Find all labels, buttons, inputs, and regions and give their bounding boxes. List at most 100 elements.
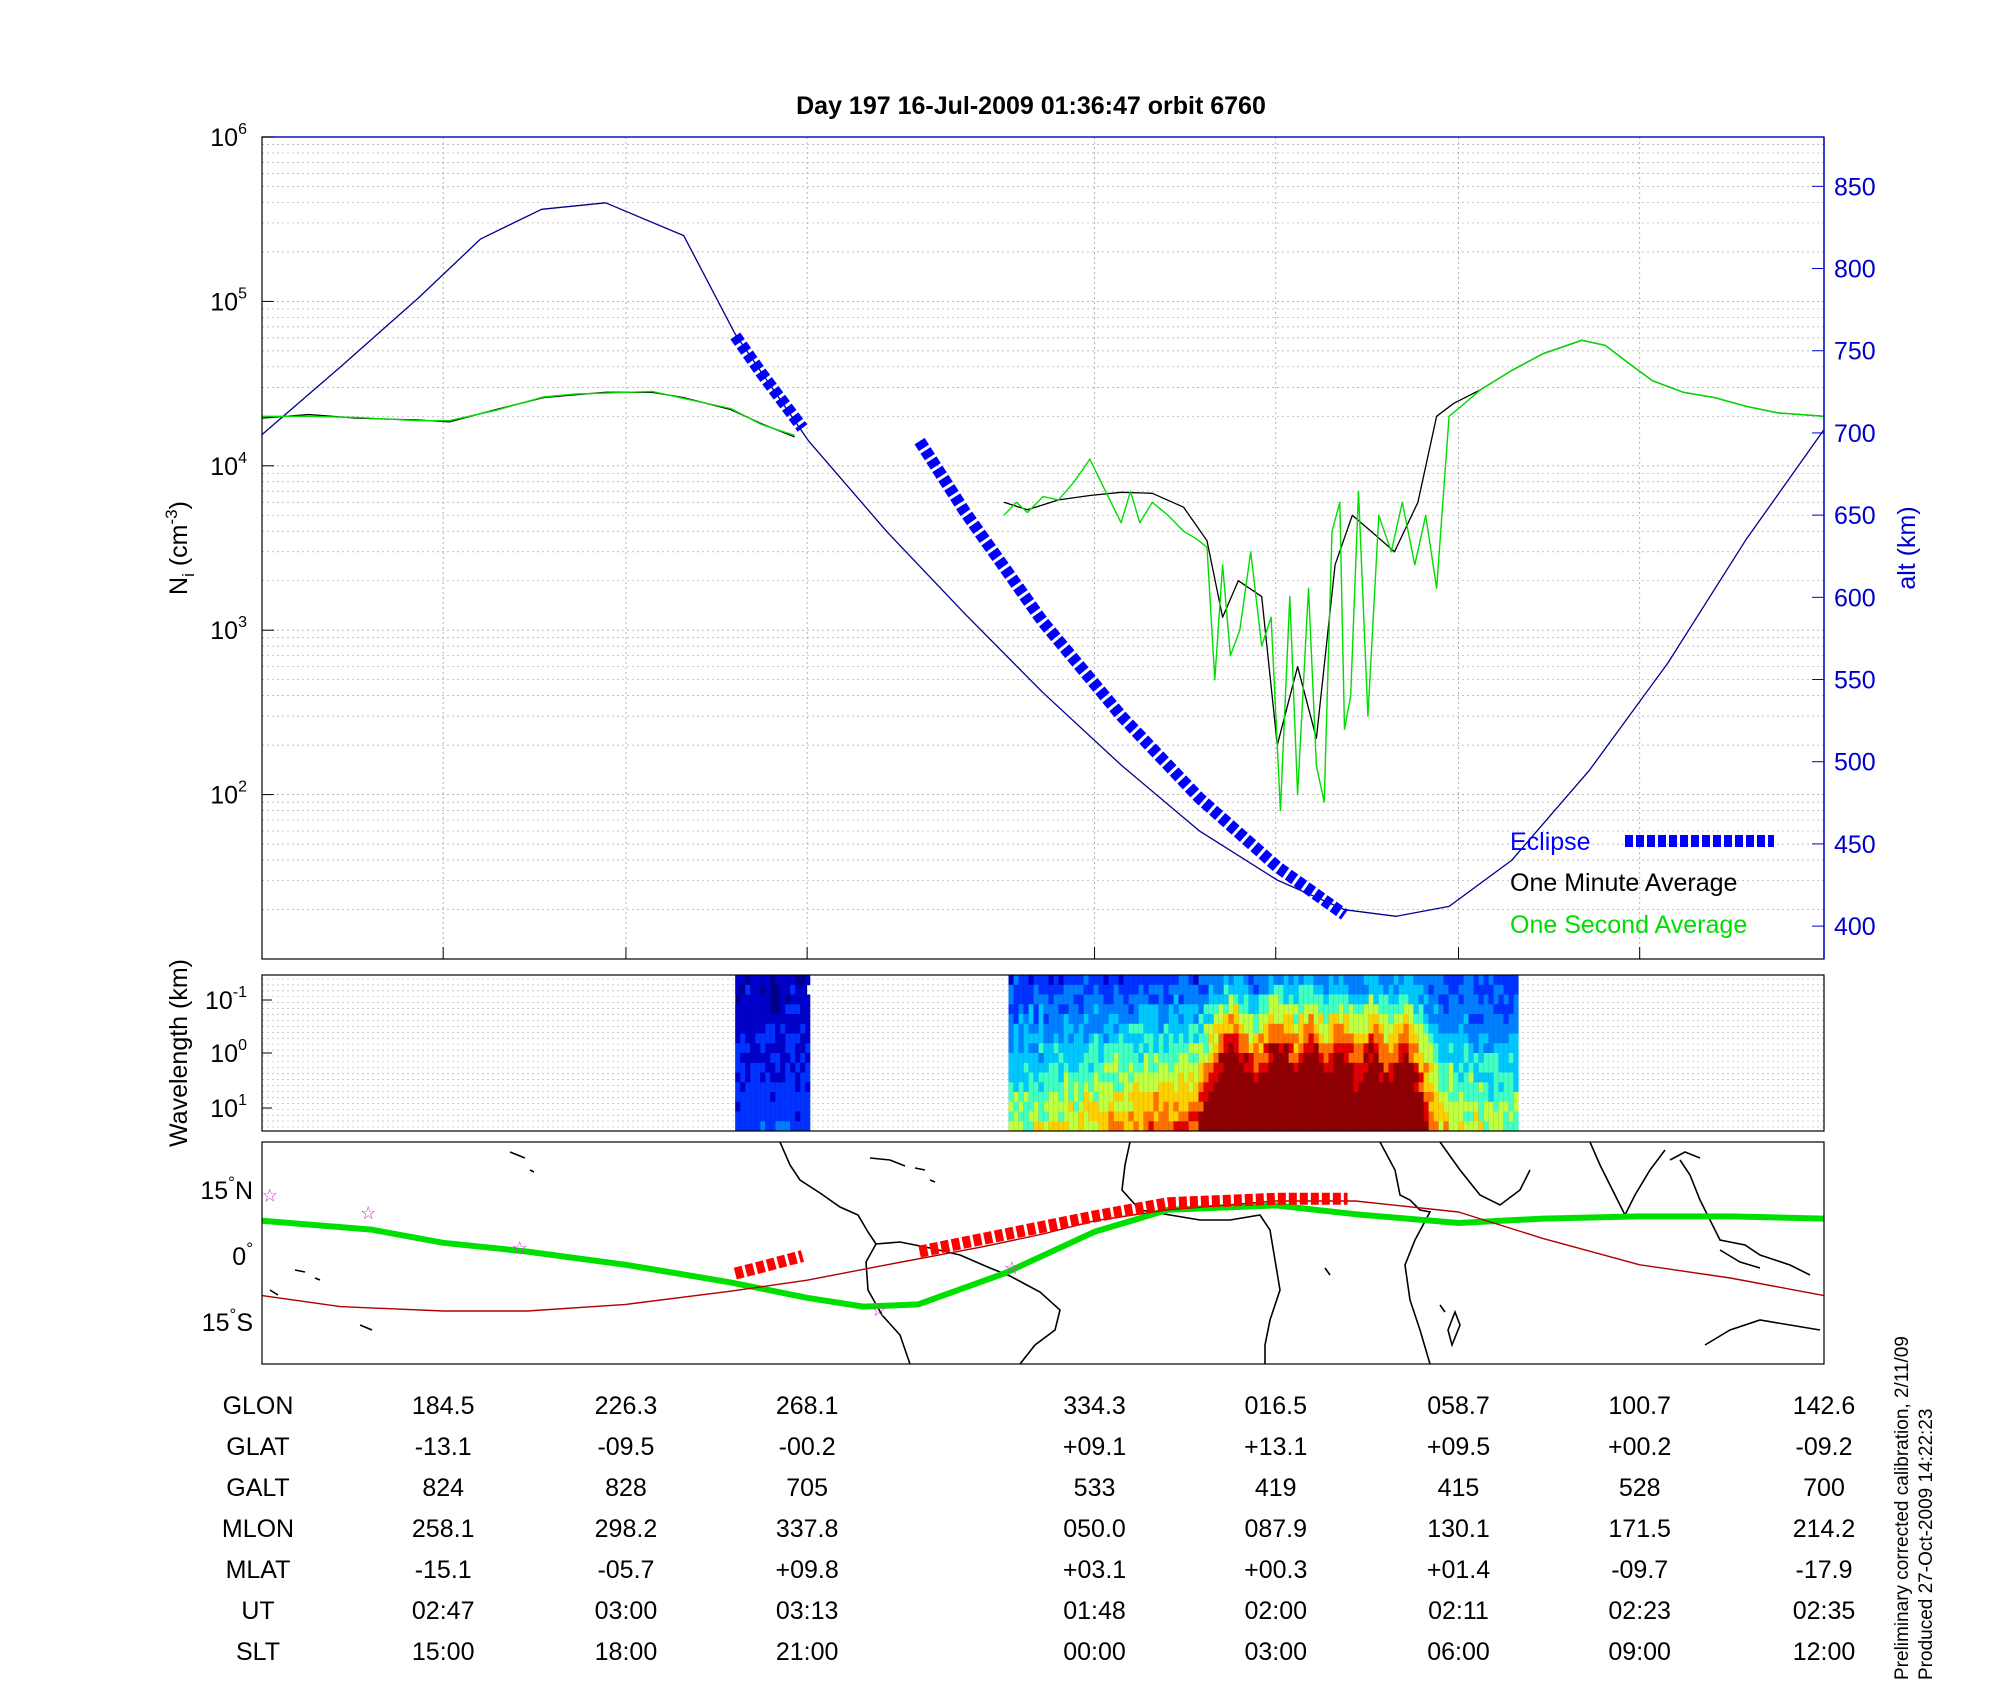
spectrogram-cell <box>1058 1053 1064 1064</box>
spectrogram-cell <box>1473 1004 1479 1015</box>
spectrogram-cell <box>1063 1072 1069 1083</box>
spectrogram-cell <box>1148 1072 1154 1083</box>
spectrogram-cell <box>1433 1101 1439 1112</box>
table-cell: 01:48 <box>1063 1597 1126 1625</box>
spectrogram-cell <box>765 1111 771 1122</box>
spectrogram-cell <box>765 1072 771 1083</box>
spectrogram-cell <box>1468 1121 1474 1132</box>
spectrogram-cell <box>1313 1043 1319 1054</box>
spectrogram-cell <box>755 1053 761 1064</box>
spectrogram-cell <box>760 1101 766 1112</box>
spectrogram-cell <box>1358 1033 1364 1044</box>
spectrogram-cell <box>1363 1033 1369 1044</box>
spectrogram-cell <box>765 994 771 1005</box>
spectrogram-cell <box>1483 1111 1489 1122</box>
spectrogram-cell <box>1118 994 1124 1005</box>
spectrogram-cell <box>1078 1004 1084 1015</box>
spectrogram-cell <box>1093 1121 1099 1132</box>
table-row-label: UT <box>241 1597 274 1625</box>
spectrogram-cell <box>1503 975 1509 986</box>
spectrogram-cell <box>1213 1092 1219 1103</box>
spectrogram-cell <box>1233 1092 1239 1103</box>
spectrogram-cell <box>1288 1023 1294 1034</box>
spectrogram-cell <box>1233 1004 1239 1015</box>
spectrogram-cell <box>1263 984 1269 995</box>
tick-exponent: 1 <box>238 1092 247 1109</box>
spectrogram-cell <box>765 1053 771 1064</box>
spectrogram-cell <box>1148 1033 1154 1044</box>
spectrogram-cell <box>1048 1082 1054 1093</box>
spectrogram-cell <box>1338 1023 1344 1034</box>
spectrogram-cell <box>1328 1111 1334 1122</box>
spectrogram-cell <box>1223 975 1229 986</box>
spectrogram-cell <box>1263 1092 1269 1103</box>
spectrogram-cell <box>770 1072 776 1083</box>
spectrogram-cell <box>1128 994 1134 1005</box>
degree-symbol: ° <box>228 1173 235 1192</box>
table-cell: 142.6 <box>1793 1392 1856 1420</box>
spectrogram-cell <box>795 1014 801 1025</box>
spectrogram-cell <box>1438 1092 1444 1103</box>
spectrogram-cell <box>1208 1014 1214 1025</box>
series-one-second <box>1003 339 1825 812</box>
spectrogram-cell <box>760 1082 766 1093</box>
spectrogram-cell <box>1008 1062 1014 1073</box>
spectrogram-cell <box>1123 1062 1129 1073</box>
spectrogram-cell <box>1103 1053 1109 1064</box>
spectrogram-cell <box>1308 1072 1314 1083</box>
spectrogram-cell <box>1058 1033 1064 1044</box>
spectrogram-cell <box>1283 984 1289 995</box>
spectrogram-cell <box>1143 1082 1149 1093</box>
spectrogram-cell <box>1068 1121 1074 1132</box>
spectrogram-cell <box>1018 1111 1024 1122</box>
spectrogram-cell <box>1453 994 1459 1005</box>
spectrogram-cell <box>1348 975 1354 986</box>
spectrogram-cell <box>1363 975 1369 986</box>
spectrogram-cell <box>1163 984 1169 995</box>
spectrogram-cell <box>1308 1014 1314 1025</box>
spectrogram-cell <box>1278 994 1284 1005</box>
spectrogram-cell <box>1158 1004 1164 1015</box>
spectrogram-cell <box>1488 1014 1494 1025</box>
spectrogram-cell <box>1068 1111 1074 1122</box>
spectrogram-cell <box>1488 1043 1494 1054</box>
spectrogram-cell <box>1123 1033 1129 1044</box>
spectrogram-cell <box>1098 1004 1104 1015</box>
spectrogram-cell <box>1303 1023 1309 1034</box>
spectrogram-cell <box>1068 1101 1074 1112</box>
spectrogram-cell <box>1463 1004 1469 1015</box>
tick-exponent: -1 <box>233 984 247 1001</box>
spectrogram-cell <box>1258 994 1264 1005</box>
spectrogram-cell <box>1343 1101 1349 1112</box>
table-cell: 00:00 <box>1063 1638 1126 1666</box>
spectrogram-cell <box>1403 1062 1409 1073</box>
star-marker: ☆ <box>871 1300 887 1320</box>
spectrogram-cell <box>1073 1101 1079 1112</box>
spectrogram-cell <box>1133 1014 1139 1025</box>
spectrogram-cell <box>1128 1014 1134 1025</box>
spectrogram-cell <box>1473 1092 1479 1103</box>
spectrogram-cell <box>1223 1092 1229 1103</box>
spectrogram-cell <box>1513 1111 1519 1122</box>
spectrogram-cell <box>1413 1043 1419 1054</box>
spectrogram-cell <box>760 1023 766 1034</box>
spectrogram-cell <box>1148 1121 1154 1132</box>
spectrogram-cell <box>1303 1111 1309 1122</box>
spectrogram-cell <box>1398 1121 1404 1132</box>
spectrogram-cell <box>1363 1101 1369 1112</box>
spectrogram-cell <box>1353 1101 1359 1112</box>
spectrogram-cell <box>1143 975 1149 986</box>
spectrogram-cell <box>750 1082 756 1093</box>
spectrogram-cell <box>1138 1053 1144 1064</box>
spectrogram-cell <box>1203 1072 1209 1083</box>
spectrogram-cell <box>1423 1121 1429 1132</box>
spectrogram-cell <box>1023 1062 1029 1073</box>
spectrogram-cell <box>1133 1111 1139 1122</box>
spectrogram-cell <box>1513 984 1519 995</box>
spectrogram-cell <box>1093 1082 1099 1093</box>
spectrogram-cell <box>1478 1043 1484 1054</box>
spectrogram-cell <box>1038 984 1044 995</box>
spectrogram-cell <box>795 1101 801 1112</box>
spectrogram-cell <box>1198 1101 1204 1112</box>
spectrogram-cell <box>1078 1033 1084 1044</box>
